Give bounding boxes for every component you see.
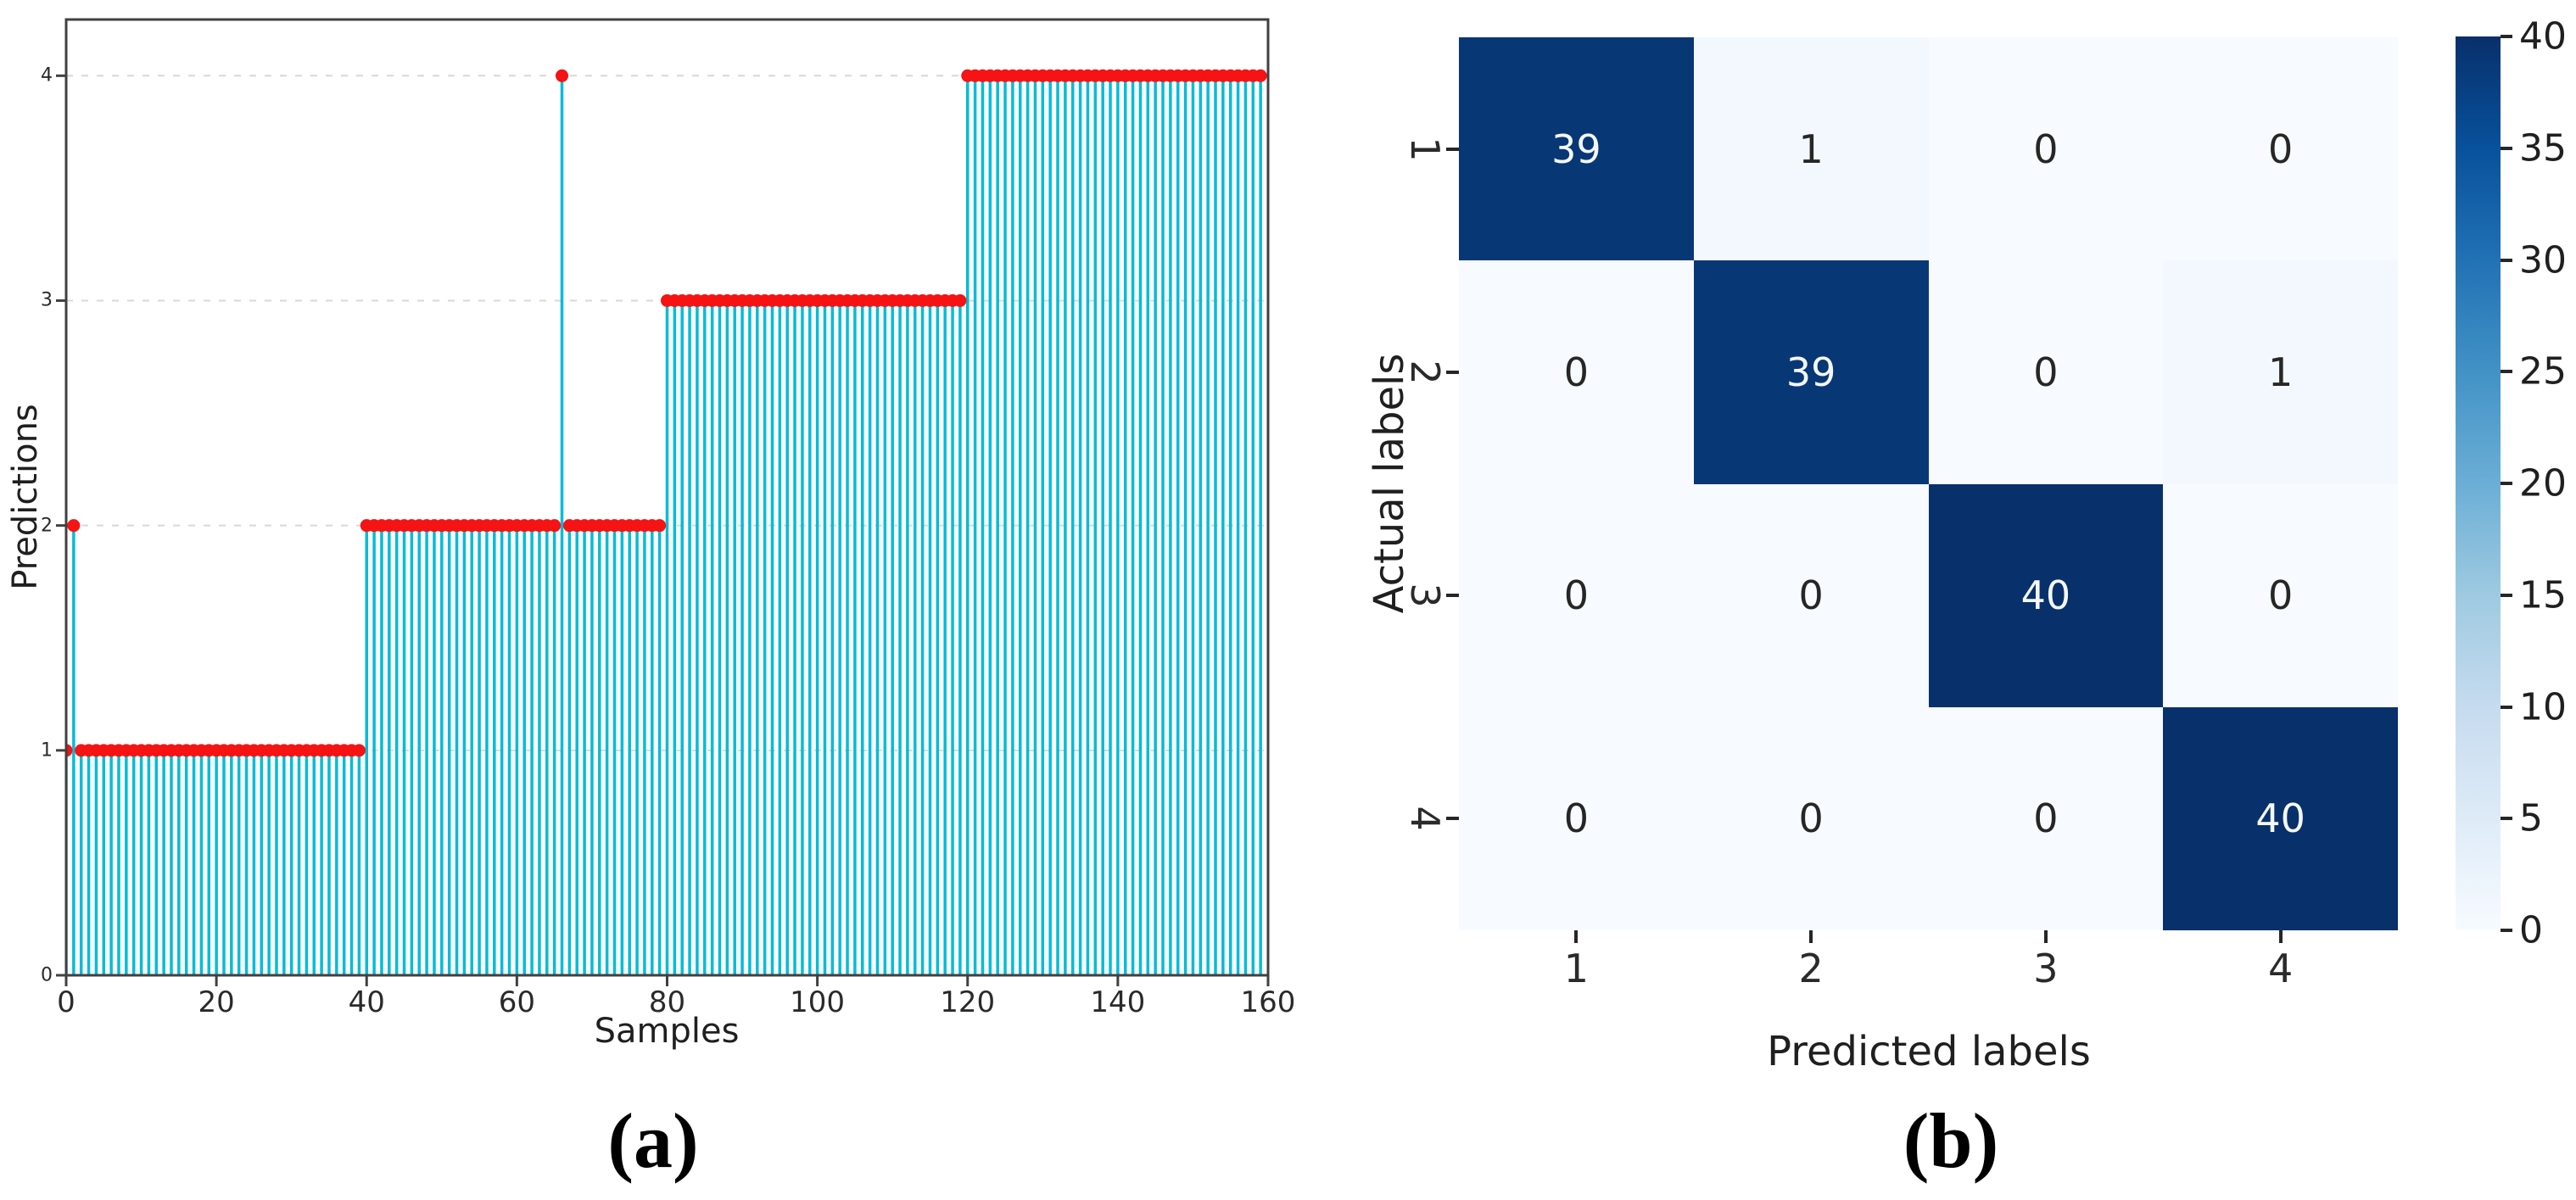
axes-spine bbox=[56, 18, 1270, 986]
x-tick-label: 100 bbox=[790, 985, 846, 1019]
matrix-cell: 0 bbox=[1693, 706, 1929, 930]
matrix-cell: 0 bbox=[1459, 260, 1694, 484]
matrix-cell: 0 bbox=[1928, 37, 2164, 261]
col-tick-mark bbox=[2043, 930, 2048, 943]
matrix-cell: 0 bbox=[1459, 706, 1694, 930]
colorbar-tick-label: 30 bbox=[2519, 238, 2567, 282]
matrix-cell: 0 bbox=[2163, 37, 2398, 261]
colorbar-tick-mark bbox=[2501, 35, 2512, 38]
matrix-cell: 40 bbox=[2163, 706, 2398, 930]
matrix-col-tick-label: 3 bbox=[2033, 946, 2059, 991]
colorbar bbox=[2456, 36, 2501, 930]
colorbar-tick-label: 20 bbox=[2519, 461, 2567, 505]
y-tick-label: 3 bbox=[41, 289, 53, 311]
y-tick-label: 4 bbox=[41, 64, 53, 87]
matrix-row-tick-label: 2 bbox=[1402, 360, 1448, 385]
x-tick-label: 0 bbox=[57, 985, 75, 1019]
row-tick-mark bbox=[1446, 817, 1459, 821]
colorbar-tick-mark bbox=[2501, 593, 2512, 597]
colorbar-tick-label: 0 bbox=[2519, 908, 2543, 952]
colorbar-tick-label: 15 bbox=[2519, 573, 2567, 617]
y-axis-label-predictions: Predictions bbox=[6, 404, 45, 590]
row-tick-mark bbox=[1446, 370, 1459, 374]
matrix-cell: 0 bbox=[2163, 483, 2398, 707]
matrix-cell: 0 bbox=[1928, 706, 2164, 930]
matrix-row-tick-label: 4 bbox=[1402, 806, 1448, 832]
caption-b: (b) bbox=[1903, 1097, 1999, 1184]
matrix-cell: 0 bbox=[1459, 483, 1694, 707]
caption-a: (a) bbox=[607, 1097, 699, 1184]
x-axis-label-predicted: Predicted labels bbox=[1767, 1028, 2091, 1075]
colorbar-tick-mark bbox=[2501, 482, 2512, 485]
x-tick-label: 160 bbox=[1240, 985, 1296, 1019]
matrix-cell: 39 bbox=[1693, 260, 1929, 484]
x-tick-label: 80 bbox=[648, 985, 686, 1019]
colorbar-tick-label: 40 bbox=[2519, 14, 2567, 59]
colorbar-tick-label: 10 bbox=[2519, 685, 2567, 728]
matrix-col-tick-label: 4 bbox=[2267, 946, 2294, 991]
y-tick-label: 0 bbox=[41, 964, 53, 986]
stems-group bbox=[66, 75, 1262, 975]
col-tick-mark bbox=[1574, 930, 1579, 943]
matrix-cell: 0 bbox=[1928, 260, 2164, 484]
matrix-col-tick-label: 1 bbox=[1563, 946, 1590, 991]
x-tick-label: 140 bbox=[1090, 985, 1146, 1019]
col-tick-mark bbox=[2278, 930, 2283, 943]
colorbar-tick-mark bbox=[2501, 370, 2512, 374]
matrix-row-tick-label: 1 bbox=[1402, 136, 1448, 162]
stem-plot-svg bbox=[56, 18, 1270, 986]
panel-a-stem-plot: Predictions Samples 0 20 40 60 80 100 120 140 16… bbox=[6, 18, 1296, 1184]
row-tick-mark bbox=[1446, 594, 1459, 598]
x-tick-label: 60 bbox=[498, 985, 536, 1019]
y-tick-label: 1 bbox=[41, 740, 53, 762]
matrix-cell: 40 bbox=[1928, 483, 2164, 707]
matrix-cell: 1 bbox=[1693, 37, 1929, 261]
matrix-cell: 39 bbox=[1459, 37, 1694, 261]
confusion-matrix-heatmap: 39 1 0 0 0 39 0 1 0 0 40 0 0 0 0 40 bbox=[1459, 37, 2398, 930]
stem-markers-group bbox=[66, 69, 1267, 757]
y-tick-label: 2 bbox=[41, 515, 53, 537]
colorbar-tick-mark bbox=[2501, 258, 2512, 262]
colorbar-tick-label: 25 bbox=[2519, 349, 2567, 393]
x-tick-label: 120 bbox=[940, 985, 996, 1019]
col-tick-mark bbox=[1809, 930, 1813, 943]
colorbar-tick-mark bbox=[2501, 705, 2512, 709]
x-tick-label: 40 bbox=[348, 985, 385, 1019]
colorbar-tick-label: 5 bbox=[2519, 796, 2543, 840]
colorbar-tick-mark bbox=[2501, 929, 2512, 932]
row-tick-mark bbox=[1446, 147, 1459, 151]
colorbar-tick-mark bbox=[2501, 817, 2512, 821]
y-axis-label-actual: Actual labels bbox=[1366, 353, 1413, 614]
matrix-cell: 0 bbox=[1693, 483, 1929, 707]
x-axis-label-samples: Samples bbox=[594, 1012, 740, 1051]
x-tick-label: 20 bbox=[198, 985, 235, 1019]
colorbar-tick-mark bbox=[2501, 146, 2512, 150]
matrix-col-tick-label: 2 bbox=[1798, 946, 1824, 991]
matrix-row-tick-label: 3 bbox=[1402, 583, 1448, 608]
colorbar-tick-label: 35 bbox=[2519, 126, 2567, 170]
matrix-cell: 1 bbox=[2163, 260, 2398, 484]
